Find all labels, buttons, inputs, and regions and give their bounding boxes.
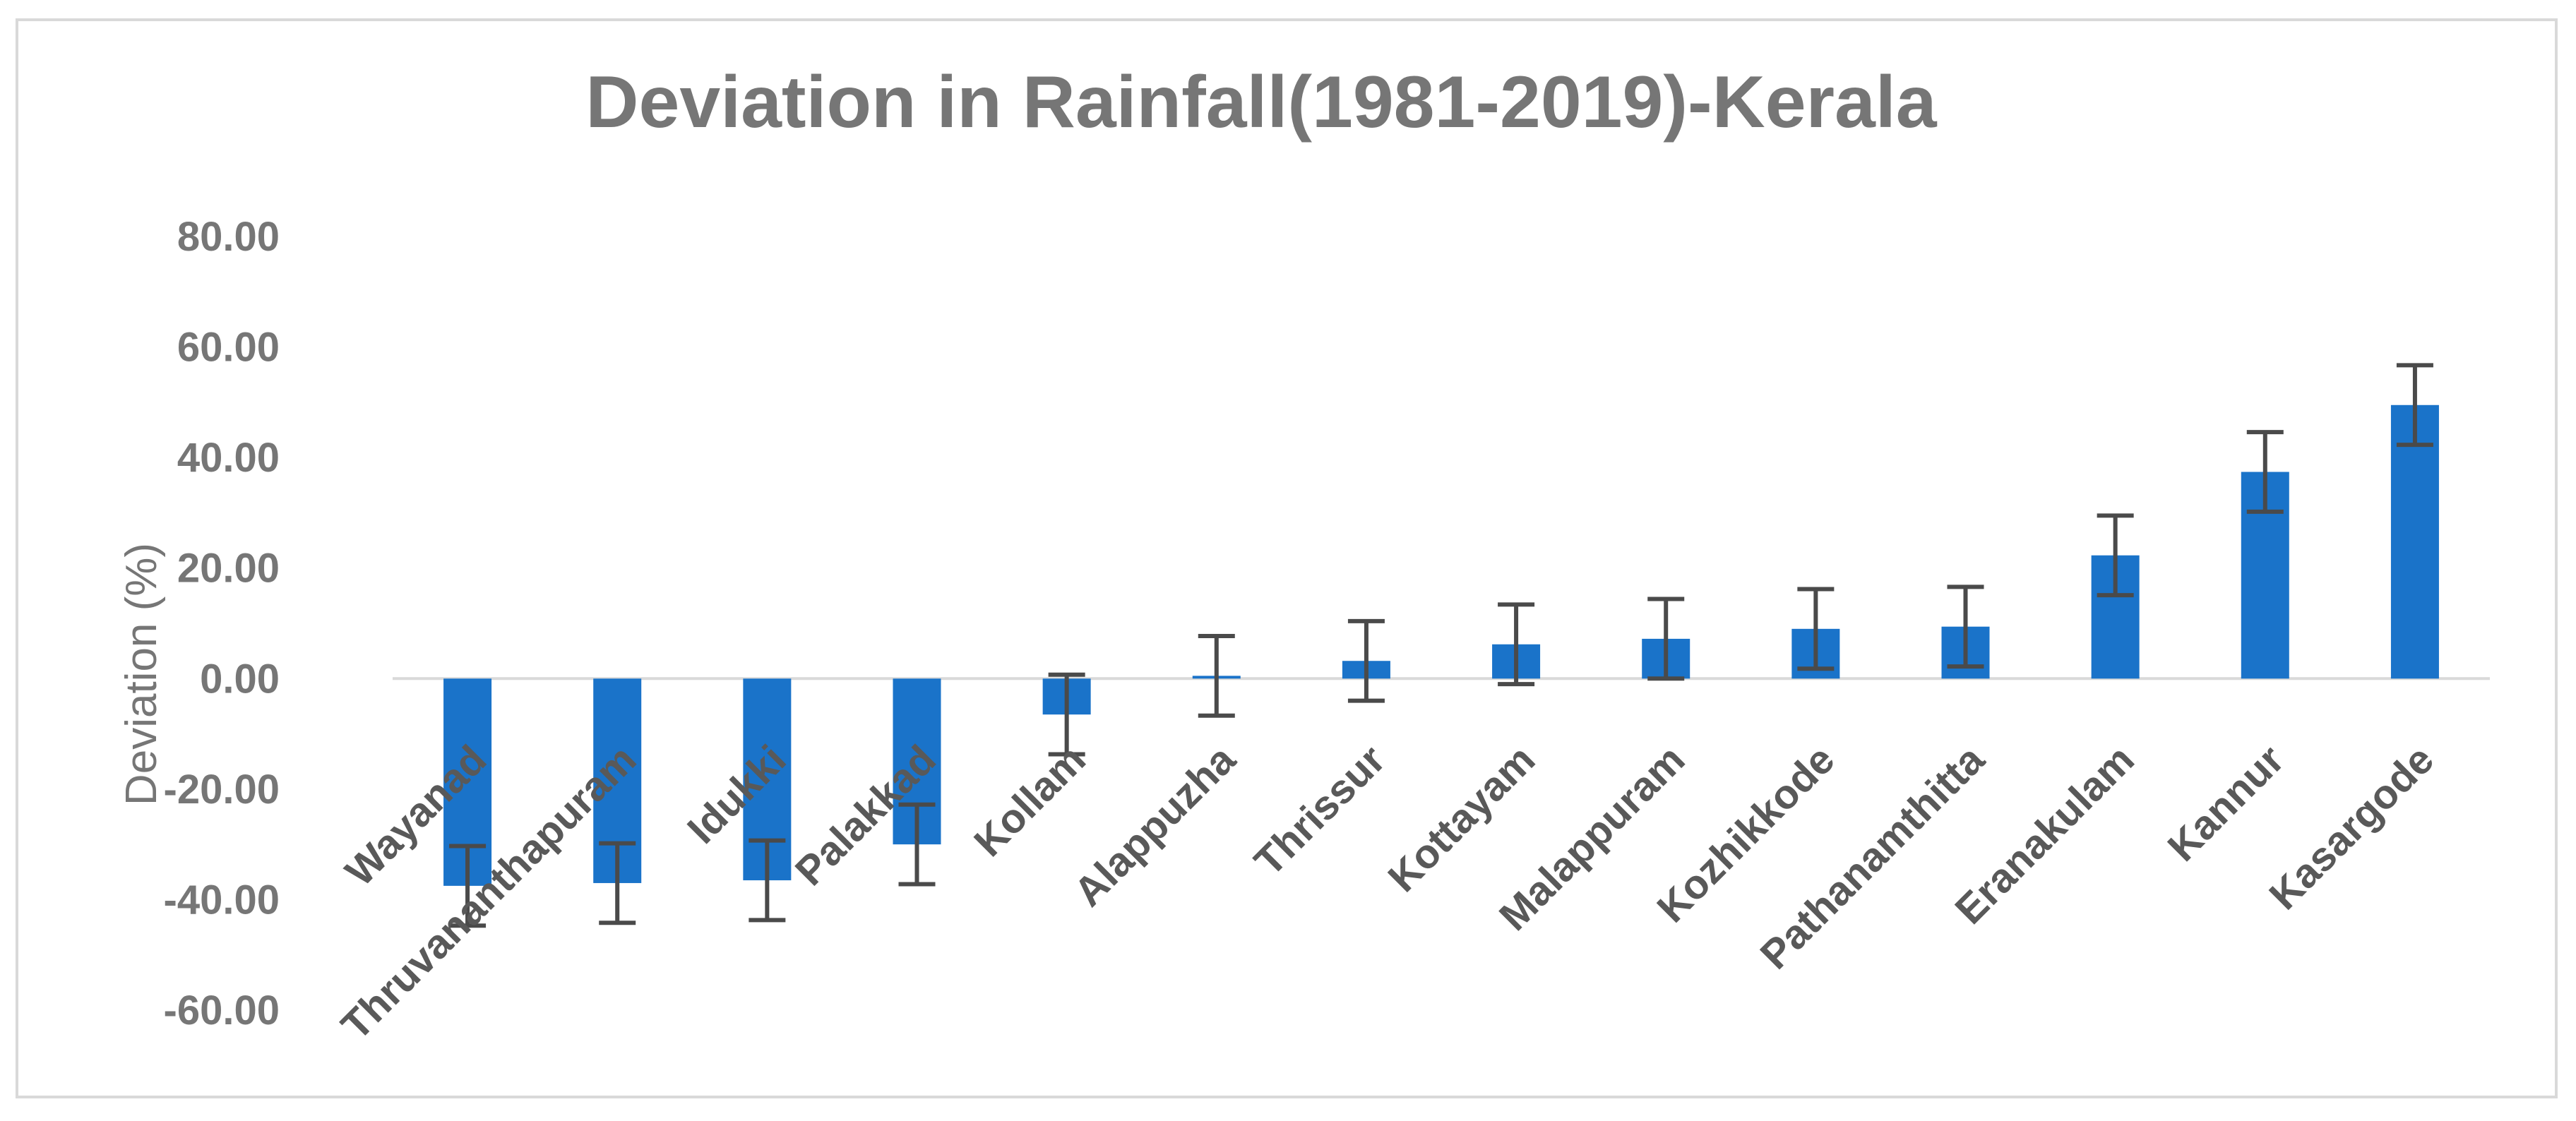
error-bar: [2097, 513, 2134, 598]
chart-title: Deviation in Rainfall(1981-2019)-Kerala: [585, 61, 1937, 143]
y-axis-ticks: 80.00 60.00 40.00 20.00 0.00 -20.00 -40.00 -60.…: [164, 214, 280, 1033]
error-bar: [449, 844, 487, 928]
error-bar: [1498, 602, 1535, 687]
y-tick-label: 60.00: [177, 325, 280, 371]
y-tick-label: -40.00: [164, 877, 280, 923]
error-bar: [1048, 672, 1085, 757]
x-tick-label: Alappuzha: [1066, 736, 1245, 916]
y-tick-label: 20.00: [177, 546, 280, 592]
x-tick-label: Kasargode: [2260, 736, 2443, 918]
x-tick-label: Kottayam: [1379, 736, 1544, 901]
error-bar: [1647, 597, 1685, 681]
error-bar: [2396, 363, 2433, 448]
y-tick-label: 80.00: [177, 214, 280, 260]
chart-frame: Deviation in Rainfall(1981-2019)-Kerala …: [16, 18, 2558, 1098]
error-bar: [898, 802, 936, 887]
x-tick-label: Thrissur: [1246, 736, 1394, 885]
error-bar: [749, 838, 786, 923]
y-tick-label: -60.00: [164, 988, 280, 1033]
error-bar: [599, 841, 636, 925]
y-axis-label: Deviation (%): [117, 543, 166, 805]
chart-plot: Deviation in Rainfall(1981-2019)-Kerala …: [117, 61, 2490, 1049]
error-bar: [1797, 587, 1835, 671]
x-tick-label: Kollam: [965, 736, 1095, 865]
y-tick-label: -20.00: [164, 767, 280, 813]
error-bar: [1947, 585, 1984, 669]
bar: [2390, 404, 2439, 679]
error-bar: [1347, 618, 1385, 703]
x-tick-label: Kannur: [2159, 736, 2293, 870]
bar-series: [443, 404, 2439, 886]
y-tick-label: 0.00: [200, 656, 280, 702]
error-bars: [449, 363, 2433, 928]
error-bar: [2246, 430, 2284, 514]
y-tick-label: 40.00: [177, 435, 280, 481]
error-bar: [1198, 634, 1235, 718]
